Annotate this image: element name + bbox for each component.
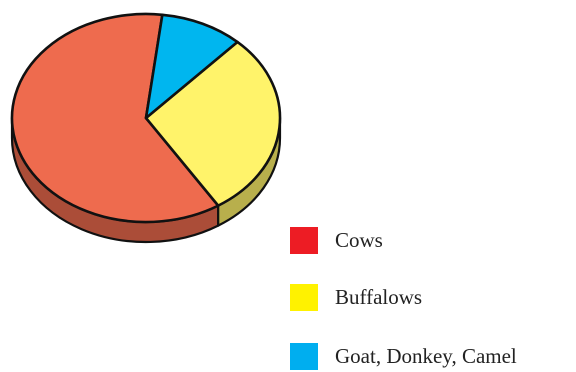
legend-swatch-buffalows: [290, 283, 318, 311]
pie-slice-cows: [10, 12, 220, 224]
legend-item-cows: Cows: [290, 226, 383, 254]
pie-slice-buffalows: [144, 40, 282, 207]
pie-slices: [10, 12, 282, 224]
legend-swatch-cows: [290, 226, 318, 254]
legend-item-goat-donkey-camel: Goat, Donkey, Camel: [290, 342, 517, 370]
pie-slice-goat-donkey-camel: [144, 13, 239, 120]
legend-label-goat-donkey-camel: Goat, Donkey, Camel: [335, 344, 517, 368]
legend-swatch-goat-donkey-camel: [290, 342, 318, 370]
legend-label-buffalows: Buffalows: [335, 285, 423, 309]
legend-label-cows: Cows: [335, 228, 383, 252]
legend-item-buffalows: Buffalows: [290, 283, 422, 311]
